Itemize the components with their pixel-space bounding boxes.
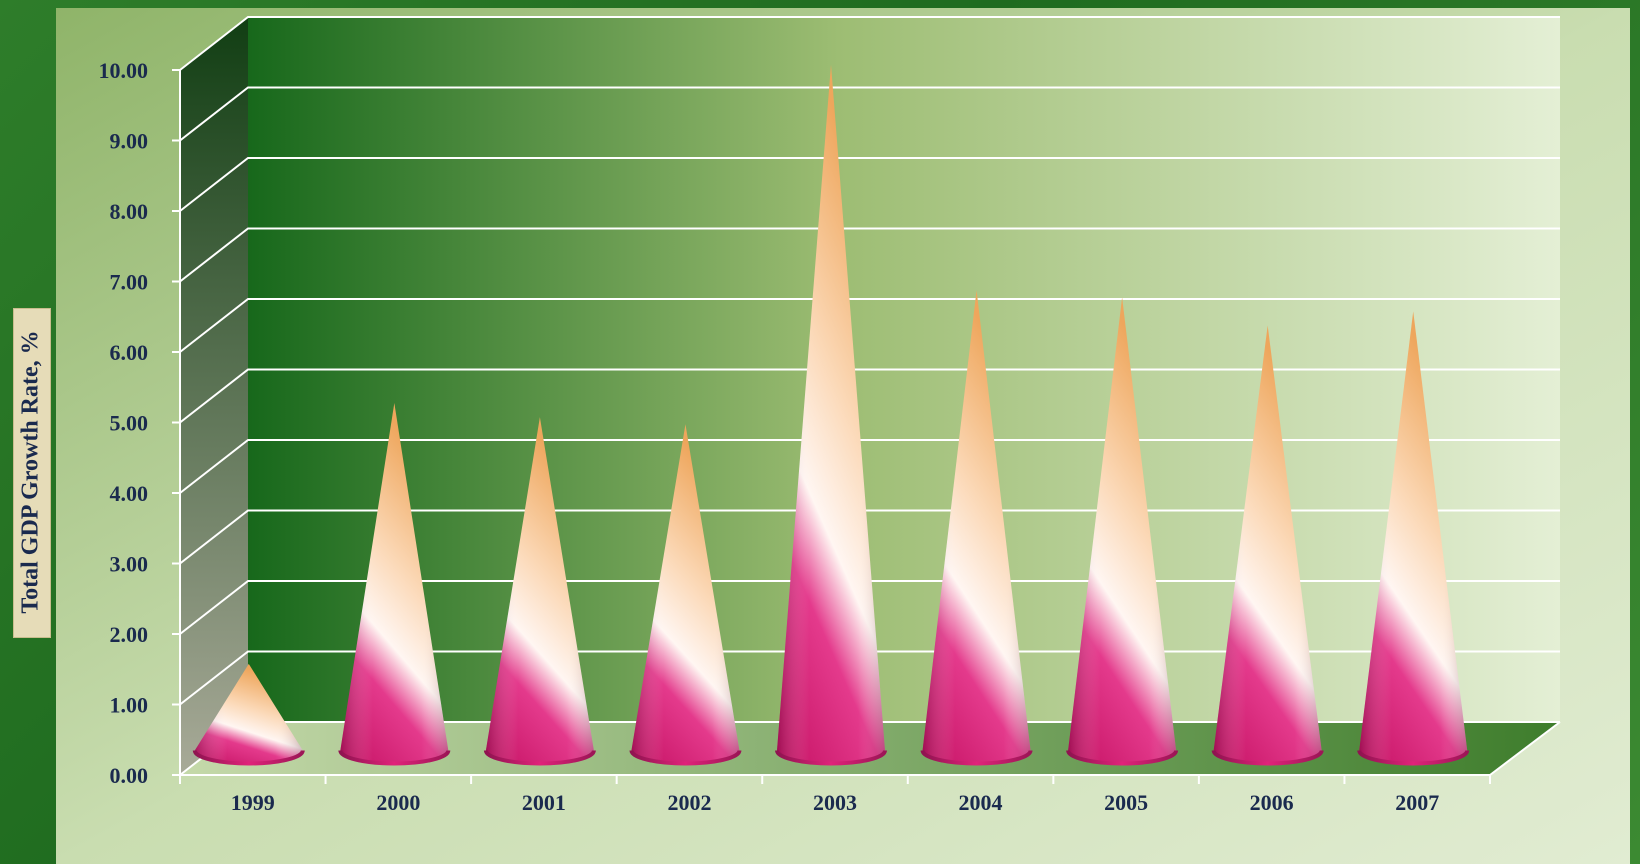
x-tick-label: 2004 — [959, 790, 1003, 815]
x-tick-label: 2003 — [813, 790, 857, 815]
cone-2004 — [920, 290, 1033, 766]
cone-2002 — [629, 424, 742, 766]
gridline — [179, 227, 1560, 283]
cone-base-rim — [192, 750, 305, 766]
x-tick-label: 2000 — [376, 790, 420, 815]
y-tick-label: 6.00 — [110, 340, 149, 365]
y-tick-label: 3.00 — [110, 552, 149, 577]
y-tick-label: 9.00 — [110, 129, 149, 154]
cone-base-rim — [629, 750, 742, 766]
cone-base-rim — [1357, 750, 1470, 766]
cone-2003 — [775, 64, 887, 766]
y-axis-label-box — [13, 308, 51, 638]
cone-shade — [485, 417, 594, 764]
cone-base-rim — [1066, 750, 1179, 766]
cone-1999 — [192, 663, 305, 766]
y-tick-label: 2.00 — [110, 622, 149, 647]
x-tick-label: 2006 — [1250, 790, 1294, 815]
x-tick-label: 2002 — [667, 790, 711, 815]
cone-shade — [1213, 325, 1322, 764]
x-tick-label: 2001 — [522, 790, 566, 815]
y-tick-label: 7.00 — [110, 270, 149, 295]
y-tick-label: 4.00 — [110, 481, 149, 506]
cone-shade — [631, 424, 740, 764]
cone-shade — [922, 290, 1031, 764]
cone-2007 — [1357, 311, 1470, 766]
x-tick-label: 1999 — [231, 790, 275, 815]
cone-base-rim — [775, 750, 887, 766]
cone-shade — [1068, 297, 1177, 764]
y-tick-label: 0.00 — [110, 763, 149, 788]
y-tick-label: 8.00 — [110, 199, 149, 224]
x-tick-label: 2007 — [1395, 790, 1439, 815]
cone-2000 — [338, 403, 451, 766]
cone-shade — [340, 403, 449, 764]
cone-2006 — [1211, 325, 1324, 766]
cone-base-rim — [920, 750, 1033, 766]
cone-shade — [1359, 311, 1468, 764]
cone-base-rim — [483, 750, 596, 766]
gridline — [179, 86, 1560, 142]
cone-2001 — [483, 417, 596, 766]
cone-base-rim — [1211, 750, 1324, 766]
x-tick-label: 2005 — [1104, 790, 1148, 815]
y-tick-label: 10.00 — [99, 58, 149, 83]
gridline — [179, 298, 1560, 353]
cone-2005 — [1066, 297, 1179, 766]
cone-shade — [194, 663, 303, 764]
cone-shade — [777, 64, 885, 764]
cone-base-rim — [338, 750, 451, 766]
y-tick-label: 1.00 — [110, 693, 149, 718]
gridline — [179, 157, 1560, 212]
y-tick-label: 5.00 — [110, 411, 149, 436]
gridline — [179, 16, 1560, 71]
